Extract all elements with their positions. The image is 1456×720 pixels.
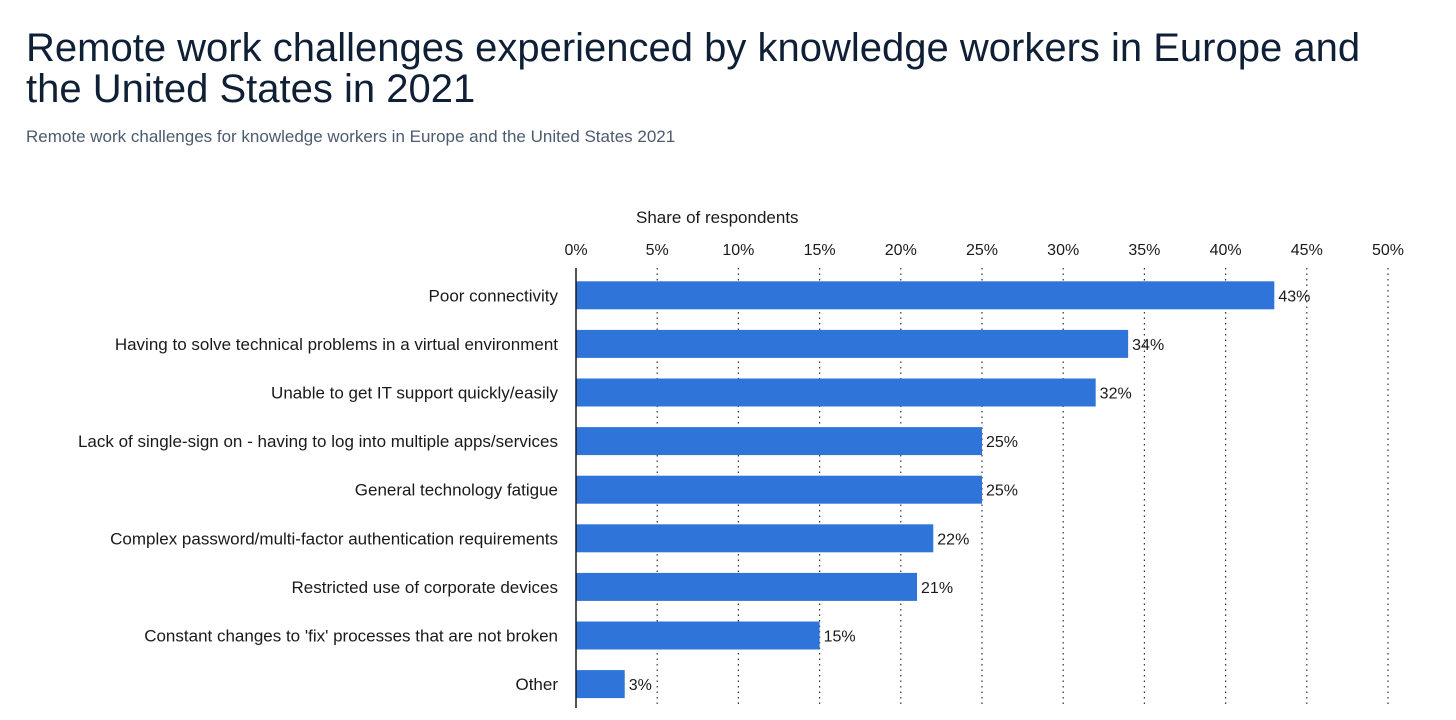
bar <box>576 378 1096 407</box>
x-tick-label: 25% <box>966 242 998 259</box>
x-tick-label: 0% <box>564 242 587 259</box>
x-axis-ticks: 0% 5% 10% 15% 20% 25% 30% 35% 40% 45% 50% <box>564 242 1404 259</box>
category-label: Lack of single-sign on - having to log i… <box>78 432 558 451</box>
value-label: 21% <box>921 580 953 597</box>
x-axis-title: Share of respondents <box>636 208 799 227</box>
bar <box>576 475 982 504</box>
bar <box>576 427 982 456</box>
bar <box>576 281 1275 310</box>
x-tick-label: 50% <box>1372 242 1404 259</box>
chart-subtitle: Remote work challenges for knowledge wor… <box>26 127 676 146</box>
chart-title: Remote work challenges experienced by kn… <box>26 26 1361 111</box>
value-label: 15% <box>824 629 856 646</box>
value-label: 34% <box>1132 337 1164 354</box>
value-label: 32% <box>1100 386 1132 403</box>
x-tick-label: 5% <box>646 242 669 259</box>
x-tick-label: 45% <box>1291 242 1323 259</box>
value-label: 25% <box>986 434 1018 451</box>
bar <box>576 329 1129 358</box>
x-tick-label: 10% <box>722 242 754 259</box>
bar <box>576 621 820 650</box>
category-label: Unable to get IT support quickly/easily <box>271 384 558 403</box>
category-label: Having to solve technical problems in a … <box>115 335 558 354</box>
bars <box>576 281 1275 699</box>
x-tick-label: 35% <box>1128 242 1160 259</box>
x-tick-label: 40% <box>1210 242 1242 259</box>
category-label: General technology fatigue <box>355 481 558 500</box>
value-label: 25% <box>986 483 1018 500</box>
x-tick-label: 20% <box>885 242 917 259</box>
category-label: Complex password/multi-factor authentica… <box>110 529 558 548</box>
bar <box>576 572 918 601</box>
category-label: Poor connectivity <box>429 286 559 305</box>
bar <box>576 524 934 553</box>
value-label: 43% <box>1278 288 1310 305</box>
value-label: 3% <box>629 677 652 694</box>
x-tick-label: 15% <box>804 242 836 259</box>
value-label: 22% <box>937 531 969 548</box>
category-label: Other <box>515 675 558 694</box>
bar <box>576 670 625 699</box>
x-tick-label: 30% <box>1047 242 1079 259</box>
value-labels: 43% 34% 32% 25% 25% 22% 21% 15% 3% <box>629 288 1311 694</box>
category-labels: Poor connectivity Having to solve technic… <box>78 286 559 694</box>
category-label: Constant changes to 'fix' processes that… <box>144 627 558 646</box>
category-label: Restricted use of corporate devices <box>292 578 558 597</box>
